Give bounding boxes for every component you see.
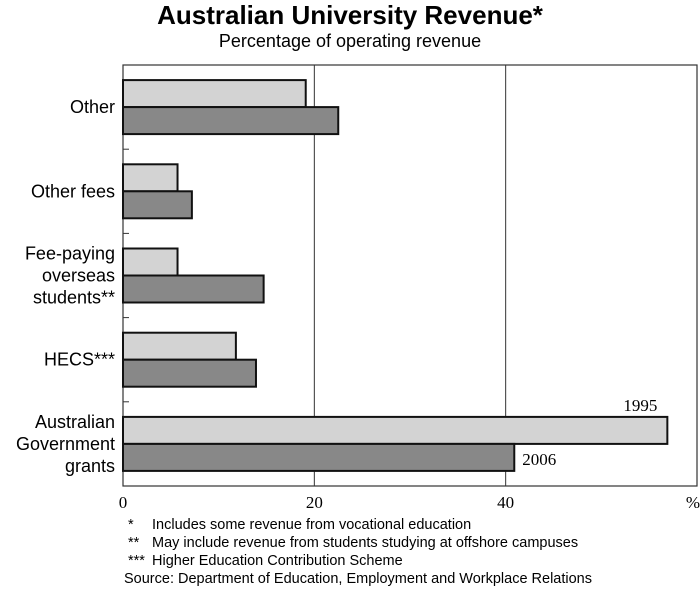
x-tick-label: 20 [306, 493, 323, 512]
category-label: Fee-paying [25, 244, 115, 264]
x-tick-label: 0 [119, 493, 128, 512]
bar-2006 [122, 358, 257, 388]
category-label: grants [65, 456, 115, 476]
chart-subtitle: Percentage of operating revenue [218, 31, 482, 51]
category-label: HECS*** [44, 350, 115, 370]
category-label: Australian [35, 412, 115, 432]
category-label: Other fees [31, 181, 115, 201]
footnote: *** Higher Education Contribution Scheme [128, 552, 592, 570]
bar-1995 [122, 163, 179, 193]
source-text: Source: Department of Education, Employm… [124, 571, 593, 587]
legend-label-2006: 2006 [522, 450, 556, 469]
footnote: * Includes some revenue from vocational e… [128, 516, 592, 534]
x-unit-label: % [686, 493, 700, 512]
bar-2006 [122, 442, 516, 472]
bar-1995 [122, 415, 669, 445]
footnote-mark: ** [128, 535, 140, 551]
category-label: overseas [42, 266, 115, 286]
bar-2006 [122, 274, 265, 304]
bar-2006 [122, 106, 340, 136]
bar-1995 [122, 331, 237, 361]
category-label: Other [70, 97, 115, 117]
footnote: ** May include revenue from students stud… [128, 534, 592, 552]
footnote-mark: *** [128, 553, 145, 569]
x-tick-label: 40 [497, 493, 514, 512]
bar-1995 [122, 79, 307, 109]
footnote-text: Includes some revenue from vocational ed… [152, 517, 472, 533]
footnote-mark: * [128, 517, 134, 533]
legend-label-1995: 1995 [623, 396, 657, 415]
footnote-text: Higher Education Contribution Scheme [152, 553, 403, 569]
footnotes: * Includes some revenue from vocational e… [124, 516, 592, 588]
bar-1995 [122, 247, 179, 277]
category-label: students** [33, 288, 115, 308]
category-label: Government [16, 434, 115, 454]
footnote-text: May include revenue from students studyi… [152, 535, 579, 551]
source-note: Source: Department of Education, Employm… [124, 570, 592, 588]
chart-title: Australian University Revenue* [157, 0, 543, 30]
bar-2006 [122, 190, 193, 220]
